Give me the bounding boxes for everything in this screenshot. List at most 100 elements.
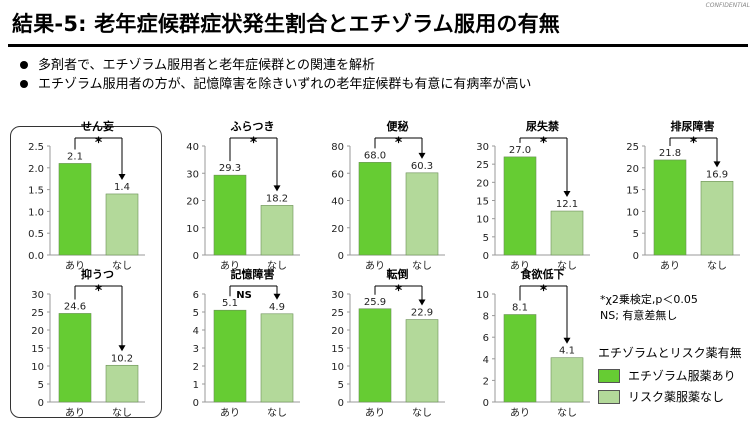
chart-5-x-tick-label: なし [112, 407, 132, 419]
chart-4-bar [653, 159, 687, 256]
chart-2-bar [405, 172, 439, 256]
chart-7-y-tick-label: 5 [338, 380, 344, 391]
chart-5-x-tick-label: あり [65, 407, 85, 419]
chart-4-data-label: 16.9 [706, 169, 728, 180]
chart-0-arrowhead [118, 173, 126, 180]
chart-7-x-tick-label: なし [412, 407, 432, 419]
chart-3-y-tick-label: 0 [483, 251, 489, 262]
chart-1-x-tick-label: あり [220, 260, 240, 272]
chart-6-data-label: 4.9 [269, 302, 285, 313]
chart-6-y-tick-label: 0 [193, 398, 199, 409]
chart-8-x-tick-label: あり [510, 407, 530, 419]
chart-5-bar [105, 364, 139, 403]
chart-8-y-tick-label: 6 [483, 333, 489, 344]
chart-7-y-tick-label: 10 [331, 362, 344, 373]
chart-2-x-tick-label: なし [412, 260, 432, 272]
chart-1-arrowhead [273, 185, 281, 192]
chart-8-arrowhead [563, 337, 571, 344]
legend-swatch-without [598, 389, 620, 404]
chart-3-y-tick-label: 15 [476, 197, 489, 208]
chart-8-y-tick-label: 0 [483, 398, 489, 409]
chart-3-y-tick-label: 5 [483, 233, 489, 244]
chart-8-y-tick-label: 4 [483, 355, 489, 366]
confidential-label: CONFIDENTIAL [705, 2, 750, 9]
chart-6-y-tick-label: 4 [193, 326, 199, 337]
bullet-dot-icon [20, 79, 28, 88]
chart-8-data-label: 4.1 [559, 346, 575, 357]
chart-0-y-tick-label: 1.0 [28, 207, 44, 218]
chart-0-data-label: 2.1 [67, 151, 83, 162]
chart-7-data-label: 25.9 [364, 297, 386, 308]
chart-7-y-tick-label: 20 [331, 326, 344, 337]
chart-1-y-tick-label: 0 [193, 251, 199, 262]
chart-1-data-label: 29.3 [219, 163, 241, 174]
chart-1-y-tick-label: 30 [186, 169, 199, 180]
chart-5-y-tick-label: 10 [31, 362, 44, 373]
chart-1-bar [260, 205, 294, 256]
chart-2-data-label: 68.0 [364, 150, 386, 161]
chart-3-significance: * [540, 135, 548, 151]
chart-3-data-label: 27.0 [509, 145, 531, 156]
chart-3-y-tick-label: 25 [476, 160, 489, 171]
chart-7-y-tick-label: 30 [331, 290, 344, 301]
chart-7-significance: * [395, 283, 403, 299]
chart-0-y-tick-label: 2.0 [28, 164, 44, 175]
chart-4-arrowhead [713, 161, 721, 168]
chart-7-title: 転倒 [387, 267, 409, 281]
chart-6-arrowhead [273, 293, 281, 300]
chart-2-y-tick-label: 20 [331, 224, 344, 235]
legend-label-with: エチゾラム服薬あり [628, 369, 736, 383]
footnote-ns: NS; 有意差無し [600, 309, 678, 322]
chart-4-y-tick-label: 10 [626, 207, 639, 218]
chart-0-x-tick-label: あり [65, 260, 85, 272]
chart-2-x-tick-label: あり [365, 260, 385, 272]
chart-4-y-tick-label: 25 [626, 142, 639, 153]
chart-1-significance: * [250, 135, 258, 151]
chart-5-data-label: 24.6 [64, 301, 86, 312]
bullet-dot-icon [20, 60, 28, 69]
chart-1-bar [213, 174, 247, 256]
chart-8-y-tick-label: 8 [483, 312, 489, 323]
chart-8-significance: * [540, 283, 548, 299]
chart-7-data-label: 22.9 [411, 308, 433, 319]
chart-4-data-label: 21.8 [659, 148, 681, 159]
chart-8-bar [550, 357, 584, 403]
page-title: 結果-5: 老年症候群症状発生割合とエチゾラム服用の有無 [12, 12, 561, 36]
chart-7-bar [358, 308, 392, 403]
chart-8-x-tick-label: なし [557, 407, 577, 419]
chart-8-y-tick-label: 10 [476, 290, 489, 301]
chart-7-x-tick-label: あり [365, 407, 385, 419]
chart-6-bar [260, 313, 294, 403]
chart-5-y-tick-label: 0 [38, 398, 44, 409]
chart-1-data-label: 18.2 [266, 193, 288, 204]
legend-item-with: エチゾラム服薬あり [598, 367, 742, 384]
chart-0-y-tick-label: 2.5 [28, 142, 44, 153]
legend-item-without: リスク薬服薬なし [598, 388, 742, 405]
chart-7-y-tick-label: 0 [338, 398, 344, 409]
footnote: *χ2乗検定,p＜0.05 NS; 有意差無し [600, 292, 698, 324]
footnote-significance: *χ2乗検定,p＜0.05 [600, 293, 698, 306]
chart-4-y-tick-label: 20 [626, 164, 639, 175]
bullet-text: エチゾラム服用者の方が、記憶障害を除きいずれの老年症候群も有意に有病率が高い [38, 77, 532, 92]
chart-3-y-tick-label: 20 [476, 178, 489, 189]
chart-1-y-tick-label: 40 [186, 142, 199, 153]
chart-6-y-tick-label: 3 [193, 344, 199, 355]
chart-3-y-tick-label: 30 [476, 142, 489, 153]
chart-2-bar [358, 162, 392, 256]
chart-7-y-tick-label: 15 [331, 344, 344, 355]
bullet-item: 多剤者で、エチゾラム服用者と老年症候群との関連を解析 [20, 56, 531, 75]
chart-2-data-label: 60.3 [411, 161, 433, 172]
chart-0-y-tick-label: 0.5 [28, 229, 44, 240]
chart-3-arrowhead [563, 191, 571, 198]
chart-2-title: 便秘 [387, 119, 409, 133]
chart-6-bar [213, 309, 247, 403]
chart-5-bar [58, 313, 92, 403]
legend-label-without: リスク薬服薬なし [628, 390, 725, 404]
chart-6-y-tick-label: 6 [193, 290, 199, 301]
chart-3-x-tick-label: あり [510, 260, 530, 272]
bullet-item: エチゾラム服用者の方が、記憶障害を除きいずれの老年症候群も有意に有病率が高い [20, 75, 531, 94]
chart-7-y-tick-label: 25 [331, 308, 344, 319]
chart-1-y-tick-label: 10 [186, 224, 199, 235]
chart-4-x-tick-label: あり [660, 260, 680, 272]
chart-4-y-tick-label: 0 [633, 251, 639, 262]
